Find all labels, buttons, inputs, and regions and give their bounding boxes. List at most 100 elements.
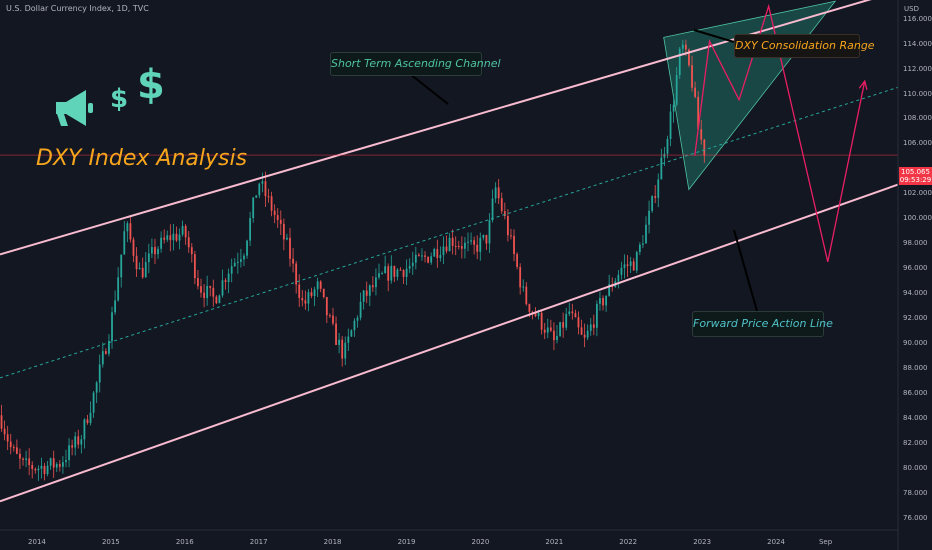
candle-body xyxy=(666,139,669,154)
forward-callout[interactable]: Forward Price Action Line xyxy=(692,311,833,337)
candle-body xyxy=(193,254,196,279)
candle-body xyxy=(586,330,589,338)
candle-body xyxy=(307,292,310,304)
candle-body xyxy=(49,458,52,466)
candle-body xyxy=(408,266,411,269)
candle-body xyxy=(681,44,684,49)
candle-body xyxy=(510,235,512,237)
y-tick-label: 86.000 xyxy=(903,388,928,397)
candle-body xyxy=(335,323,337,345)
candle-body xyxy=(568,311,571,314)
candle-body xyxy=(261,181,264,184)
candle-body xyxy=(556,335,558,341)
candle-body xyxy=(608,284,611,296)
candle-body xyxy=(648,210,650,225)
candle-body xyxy=(546,327,549,333)
candle-body xyxy=(381,273,383,275)
x-tick-label: 2020 xyxy=(471,538,490,546)
candle-body xyxy=(227,273,230,283)
consolidation-callout[interactable]: DXY Consolidation Range xyxy=(734,34,875,58)
candle-body xyxy=(77,436,80,445)
candle-body xyxy=(694,87,696,97)
candle-body xyxy=(147,253,150,263)
candle-body xyxy=(325,297,328,316)
candle-body xyxy=(89,412,92,424)
candle-body xyxy=(675,75,678,105)
candle-body xyxy=(399,269,402,271)
large-dollar-icon: $ xyxy=(137,62,165,108)
candle-body xyxy=(378,273,380,278)
candle-body xyxy=(347,336,350,343)
x-tick-label: 2019 xyxy=(397,538,416,546)
candle-body xyxy=(393,265,396,277)
y-tick-label: 116.000 xyxy=(903,14,932,23)
candle-body xyxy=(187,237,190,248)
candle-body xyxy=(104,351,107,354)
candle-body xyxy=(74,436,77,448)
channel-midline xyxy=(0,86,899,379)
candle-body xyxy=(602,298,604,306)
candle-body xyxy=(430,256,433,263)
candle-body xyxy=(464,242,466,249)
candle-body xyxy=(350,330,353,337)
candle-body xyxy=(243,255,245,260)
y-tick-label: 84.000 xyxy=(903,413,928,422)
candle-body xyxy=(678,48,681,76)
candle-body xyxy=(433,249,436,257)
x-tick-label: 2014 xyxy=(28,538,46,546)
candle-body xyxy=(479,237,482,252)
candle-body xyxy=(559,322,561,336)
candle-body xyxy=(236,261,239,263)
x-tick-label: 2024 xyxy=(767,538,785,546)
candle-body xyxy=(175,233,178,241)
candle-body xyxy=(651,196,654,211)
channel-callout[interactable]: Short Term Ascending Channel xyxy=(330,52,501,76)
candle-body xyxy=(135,255,138,270)
y-tick-label: 102.000 xyxy=(903,189,932,198)
candle-body xyxy=(436,249,439,259)
y-tick-label: 94.000 xyxy=(903,289,928,298)
candle-body xyxy=(151,247,153,254)
candle-body xyxy=(197,278,199,287)
candle-body xyxy=(565,313,568,328)
candle-body xyxy=(92,392,95,413)
candle-body xyxy=(451,237,454,246)
candle-body xyxy=(577,317,580,328)
candle-body xyxy=(6,434,9,442)
candle-body xyxy=(390,265,393,281)
candle-body xyxy=(574,313,577,318)
candle-body xyxy=(65,460,67,463)
candle-body xyxy=(169,235,172,241)
candle-body xyxy=(132,239,135,256)
candle-body xyxy=(3,428,6,435)
candle-body xyxy=(129,223,132,240)
candle-body xyxy=(279,219,282,224)
candle-body xyxy=(31,464,34,470)
candle-body xyxy=(221,280,224,296)
candle-body xyxy=(154,247,156,255)
consolidation-triangle xyxy=(663,0,837,191)
x-tick-label: 2015 xyxy=(101,538,120,546)
candle-body xyxy=(488,220,491,244)
candle-body xyxy=(252,197,255,219)
candle-body xyxy=(617,274,620,282)
candle-body xyxy=(203,292,205,299)
candle-body xyxy=(273,210,276,216)
consolidation-callout-pointer xyxy=(693,29,735,43)
last-price: 105.065 xyxy=(901,168,930,176)
candle-body xyxy=(123,231,126,255)
candle-body xyxy=(240,259,242,262)
candle-body xyxy=(344,342,347,359)
candle-body xyxy=(589,324,592,331)
candle-body xyxy=(537,312,540,317)
candle-body xyxy=(298,284,301,298)
candle-body xyxy=(163,237,166,240)
candle-body xyxy=(485,234,488,244)
candle-body xyxy=(620,267,623,275)
candle-body xyxy=(595,303,598,328)
candle-body xyxy=(255,195,258,198)
candle-body xyxy=(571,311,574,314)
candle-body xyxy=(442,246,445,256)
candle-body xyxy=(531,311,534,313)
last-price-badge: 105.065 09:53:29 xyxy=(899,167,932,185)
